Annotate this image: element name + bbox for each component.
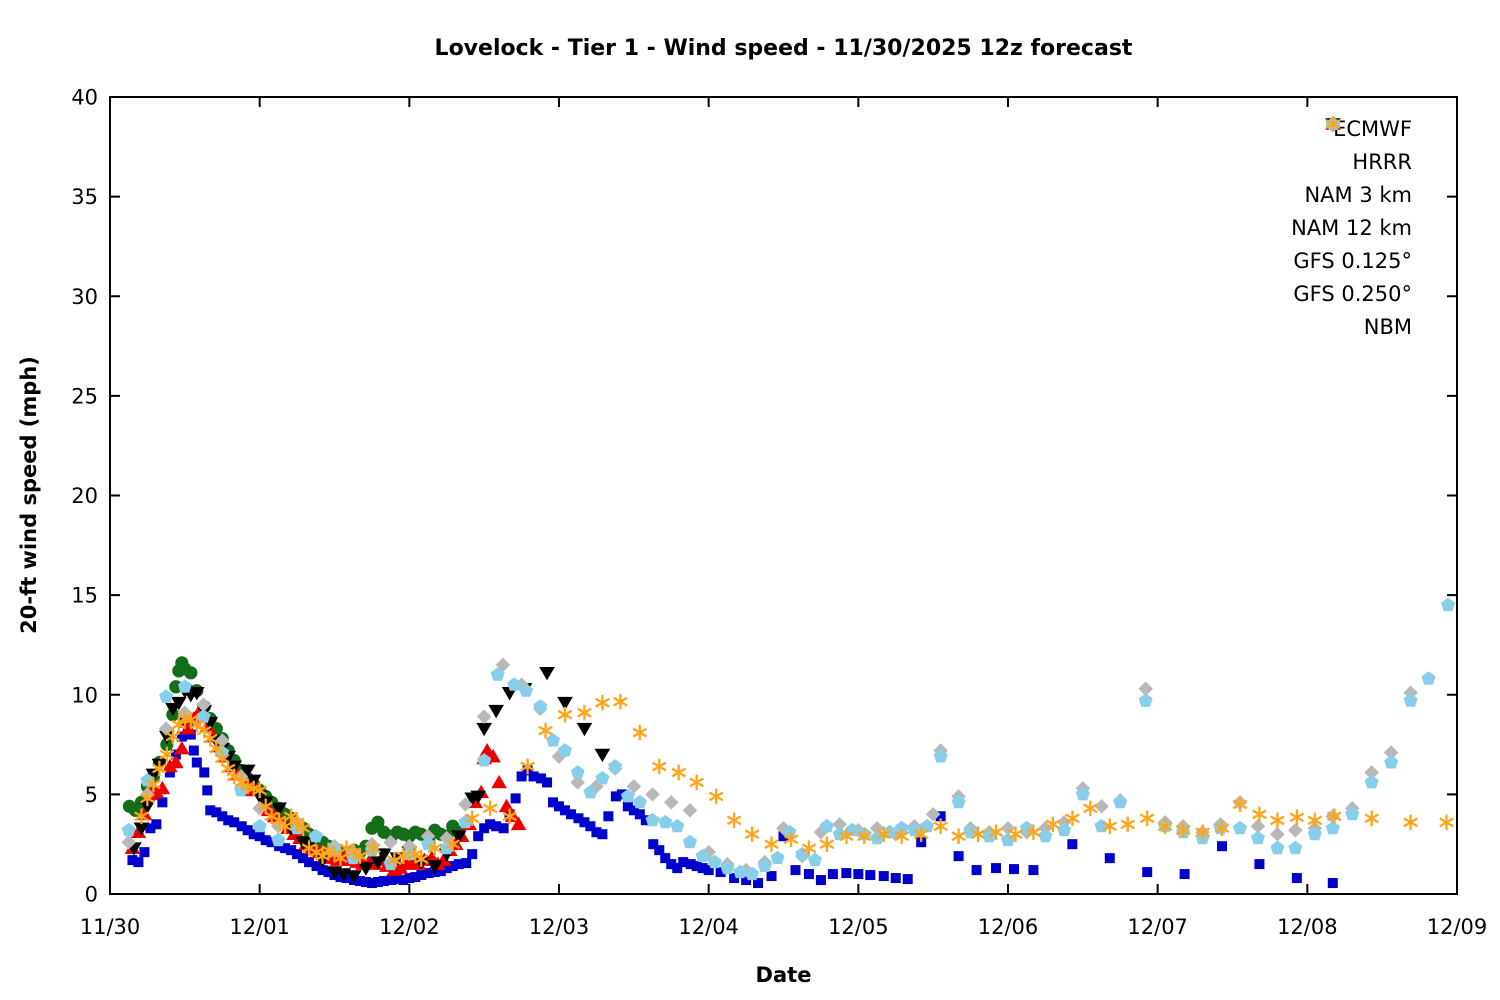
- series-nbm: [134, 693, 1454, 868]
- x-tick-label: 12/05: [828, 915, 889, 939]
- legend-marker-asterisk-icon: [1325, 116, 1341, 132]
- y-tick-label: 40: [71, 86, 98, 110]
- legend-label: HRRR: [1352, 149, 1412, 174]
- legend-label: NBM: [1363, 314, 1412, 339]
- y-tick-label: 25: [71, 384, 98, 408]
- x-tick-label: 12/04: [678, 915, 739, 939]
- legend-label: GFS 0.250°: [1293, 281, 1412, 306]
- y-tick-label: 15: [71, 584, 98, 608]
- plot-border: [109, 96, 1458, 895]
- y-tick-label: 35: [71, 185, 98, 209]
- x-tick-label: 12/09: [1427, 915, 1488, 939]
- legend: ECMWF HRRR NAM 3 km NAM 12 km GFS 0.125° GFS …: [1291, 112, 1412, 343]
- x-tick-label: 12/03: [529, 915, 590, 939]
- y-axis-ticks: 0 5 10 15 20 25 30 35 40: [71, 86, 1457, 907]
- x-tick-label: 12/08: [1277, 915, 1338, 939]
- x-axis-label: Date: [755, 963, 812, 987]
- legend-item-nam-3-km: NAM 3 km: [1291, 116, 1412, 211]
- x-axis-ticks: 11/30 12/01 12/02 12/03 12/04 12/05 12/06 12/07…: [80, 97, 1488, 939]
- x-tick-label: 12/07: [1127, 915, 1188, 939]
- x-tick-label: 12/01: [229, 915, 290, 939]
- legend-label: NAM 12 km: [1291, 215, 1412, 240]
- y-tick-label: 0: [85, 883, 98, 907]
- y-axis-label: 20-ft wind speed (mph): [17, 356, 41, 634]
- legend-item-hrrr: HRRR: [1291, 117, 1412, 178]
- legend-item-nbm: NBM: [1291, 116, 1412, 343]
- x-tick-label: 11/30: [80, 915, 141, 939]
- legend-label: NAM 3 km: [1304, 182, 1412, 207]
- legend-label: GFS 0.125°: [1293, 248, 1412, 273]
- y-tick-label: 10: [71, 683, 98, 707]
- legend-item-gfs-0-250: GFS 0.250°: [1291, 116, 1412, 310]
- chart-title: Lovelock - Tier 1 - Wind speed - 11/30/2…: [434, 36, 1133, 61]
- legend-item-gfs-0-125: GFS 0.125°: [1291, 116, 1412, 277]
- x-tick-label: 12/06: [978, 915, 1039, 939]
- y-tick-label: 20: [71, 484, 98, 508]
- y-tick-label: 5: [85, 783, 98, 807]
- y-tick-label: 30: [71, 285, 98, 309]
- series-ecmwf: [127, 717, 1338, 889]
- x-tick-label: 12/02: [379, 915, 440, 939]
- legend-item-nam-12-km: NAM 12 km: [1291, 118, 1412, 244]
- legend-label: ECMWF: [1333, 116, 1412, 141]
